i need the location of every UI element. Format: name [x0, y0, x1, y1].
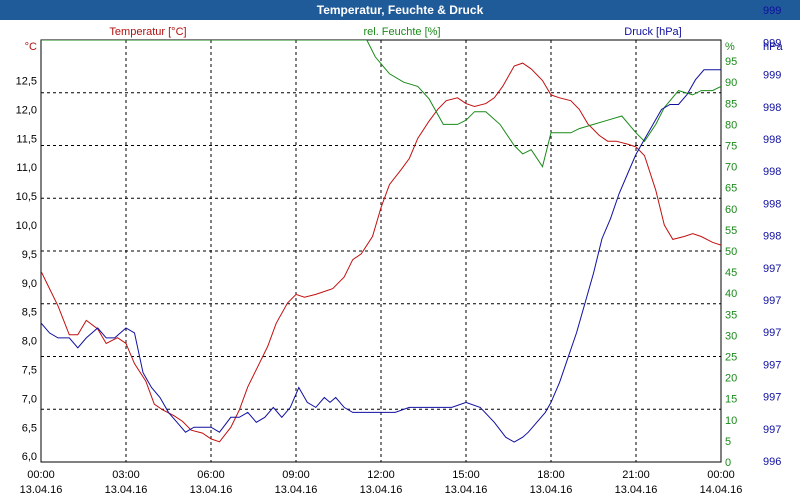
- humidity-tick-label: 5: [725, 436, 731, 448]
- x-tick-time: 21:00: [622, 469, 650, 481]
- pressure-tick-label: 998: [763, 231, 781, 243]
- temperature-tick-label: 7,0: [22, 393, 37, 405]
- temperature-axis-label: Temperatur [°C]: [109, 26, 186, 38]
- pressure-unit: hPa: [763, 41, 783, 53]
- humidity-tick-label: 40: [725, 288, 737, 300]
- x-tick-time: 00:00: [27, 469, 55, 481]
- series-line-temperature: [41, 62, 721, 443]
- humidity-tick-label: 90: [725, 77, 737, 89]
- pressure-tick-label: 998: [763, 134, 781, 146]
- pressure-tick-label: 997: [763, 327, 781, 339]
- x-tick-time: 03:00: [112, 469, 140, 481]
- series-line-humidity: [41, 40, 721, 168]
- x-tick-time: 15:00: [452, 469, 480, 481]
- pressure-tick-label: 999: [763, 70, 781, 82]
- humidity-tick-label: 70: [725, 162, 737, 174]
- humidity-unit: %: [725, 41, 735, 53]
- temperature-tick-label: 11,5: [16, 133, 37, 145]
- pressure-tick-label: 998: [763, 102, 781, 114]
- humidity-tick-label: 0: [725, 457, 731, 469]
- humidity-axis-label: rel. Feuchte [%]: [363, 26, 440, 38]
- temperature-tick-label: 9,0: [22, 278, 37, 290]
- temperature-tick-label: 7,5: [22, 365, 37, 377]
- temperature-tick-label: 12,0: [16, 104, 37, 116]
- pressure-tick-label: 999: [763, 5, 781, 17]
- x-tick-date: 13.04.16: [360, 484, 403, 496]
- x-tick-date: 13.04.16: [105, 484, 148, 496]
- x-tick-date: 14.04.16: [700, 484, 743, 496]
- series-line-pressure: [41, 69, 721, 443]
- humidity-tick-label: 85: [725, 98, 737, 110]
- pressure-tick-label: 998: [763, 166, 781, 178]
- pressure-tick-label: 997: [763, 295, 781, 307]
- humidity-tick-label: 25: [725, 352, 737, 364]
- pressure-tick-label: 997: [763, 424, 781, 436]
- temperature-tick-label: 8,5: [22, 307, 37, 319]
- temperature-tick-label: 6,5: [22, 422, 37, 434]
- temperature-tick-label: 11,0: [16, 162, 37, 174]
- x-tick-time: 18:00: [537, 469, 565, 481]
- x-tick-date: 13.04.16: [530, 484, 573, 496]
- humidity-tick-label: 55: [725, 225, 737, 237]
- x-tick-time: 00:00: [707, 469, 735, 481]
- humidity-tick-label: 80: [725, 119, 737, 131]
- x-tick-time: 06:00: [197, 469, 225, 481]
- pressure-tick-label: 997: [763, 359, 781, 371]
- humidity-tick-label: 15: [725, 394, 737, 406]
- temperature-tick-label: 8,0: [22, 336, 37, 348]
- temperature-tick-label: 9,5: [22, 249, 37, 261]
- pressure-tick-label: 997: [763, 263, 781, 275]
- x-tick-date: 13.04.16: [20, 484, 63, 496]
- humidity-tick-label: 20: [725, 373, 737, 385]
- pressure-axis-label: Druck [hPa]: [624, 26, 681, 38]
- humidity-tick-label: 60: [725, 204, 737, 216]
- pressure-tick-label: 997: [763, 392, 781, 404]
- humidity-tick-label: 95: [725, 56, 737, 68]
- pressure-tick-label: 996: [763, 456, 781, 468]
- humidity-tick-label: 65: [725, 183, 737, 195]
- humidity-tick-label: 10: [725, 415, 737, 427]
- humidity-tick-label: 50: [725, 246, 737, 258]
- x-tick-date: 13.04.16: [615, 484, 658, 496]
- humidity-tick-label: 75: [725, 141, 737, 153]
- pressure-tick-label: 998: [763, 198, 781, 210]
- temperature-tick-label: 12,5: [16, 75, 37, 87]
- x-tick-time: 09:00: [282, 469, 310, 481]
- x-tick-time: 12:00: [367, 469, 395, 481]
- temperature-unit: °C: [25, 41, 37, 53]
- temperature-tick-label: 6,0: [22, 451, 37, 463]
- temperature-tick-label: 10,5: [16, 191, 37, 203]
- temperature-tick-label: 10,0: [16, 220, 37, 232]
- x-tick-date: 13.04.16: [445, 484, 488, 496]
- humidity-tick-label: 35: [725, 309, 737, 321]
- humidity-tick-label: 30: [725, 330, 737, 342]
- pressure-tick-label: 999: [763, 37, 781, 49]
- humidity-tick-label: 45: [725, 267, 737, 279]
- x-tick-date: 13.04.16: [275, 484, 318, 496]
- window-title: Temperatur, Feuchte & Druck: [0, 0, 800, 20]
- x-tick-date: 13.04.16: [190, 484, 233, 496]
